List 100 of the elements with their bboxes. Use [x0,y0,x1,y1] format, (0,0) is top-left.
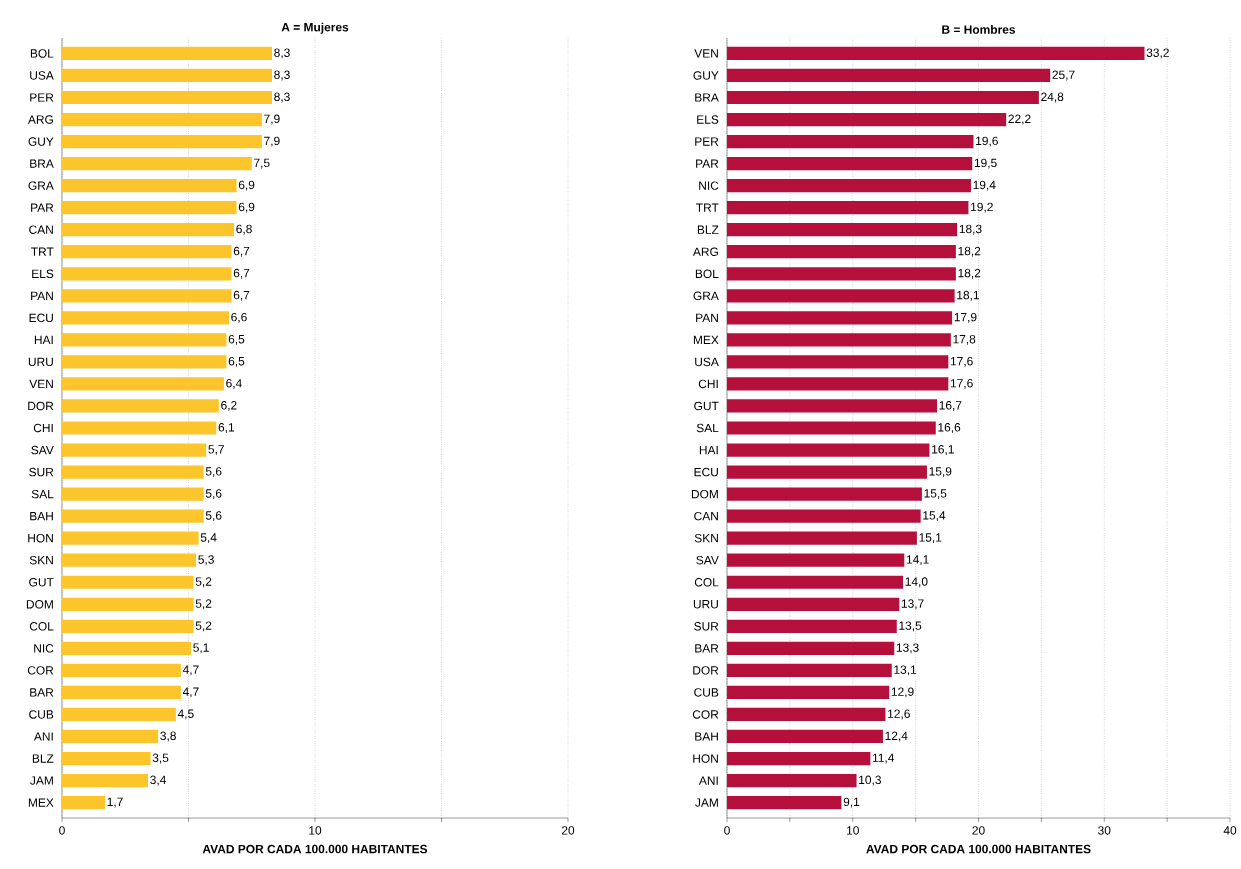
data-label: 6,2 [221,401,237,411]
y-tick-label: ANI [698,776,718,785]
y-tick-label: CUB [694,688,719,697]
data-label: 3,8 [160,731,176,742]
y-tick-label: URU [693,600,718,609]
y-tick-label: GUT [694,401,719,411]
bar [727,245,956,259]
x-axis-title: AVAD POR CADA 100.000 HABITANTES [866,844,1091,854]
data-label: 13,7 [901,599,924,610]
bar [62,553,197,567]
bar [62,46,272,61]
y-tick-label: PAN [31,291,53,300]
y-tick-label: SAL [696,423,719,433]
y-tick-label: ANI [33,732,53,741]
y-tick-label: GUY [693,71,719,80]
bar [727,311,953,325]
y-tick-label: GRA [693,291,719,301]
data-label: 6,7 [233,290,250,301]
data-label: 5,1 [193,643,209,654]
y-tick-label: URU [28,357,53,367]
bar [727,421,936,435]
data-label: 13,3 [896,643,919,654]
data-label: 5,7 [208,445,224,455]
bar [727,531,917,545]
bar [727,267,956,281]
data-label: 3,4 [150,775,166,786]
data-label: 5,4 [200,533,217,544]
bar [727,795,842,810]
data-label: 12,9 [891,687,914,698]
x-tick-label: 20 [561,826,575,835]
x-tick-label: 30 [1098,826,1111,835]
data-label: 6,7 [233,268,250,279]
data-label: 18,1 [957,290,979,301]
data-label: 18,2 [958,268,981,279]
x-tick-label: 0 [724,826,730,835]
data-label: 8,3 [274,92,290,103]
y-tick-label: DOM [26,600,53,609]
y-tick-label: ARG [27,115,53,124]
data-label: 13,5 [899,621,922,632]
data-label: 14,1 [906,555,929,566]
y-tick-label: ECU [29,313,53,323]
data-label: 14,0 [905,577,928,588]
bar [62,487,204,501]
data-label: 17,9 [954,312,977,323]
bar [62,134,262,149]
bar [62,223,235,237]
bar [62,773,149,788]
y-tick-label: DOM [691,489,718,499]
y-tick-label: BOL [695,269,719,278]
data-label: 12,6 [888,709,910,720]
data-label: 17,8 [953,334,976,345]
data-label: 22,2 [1008,114,1031,125]
y-tick-label: BRA [30,159,54,168]
bar [727,751,871,766]
data-label: 33,2 [1146,48,1169,59]
data-label: 4,5 [177,709,194,720]
y-tick-label: CHI [698,379,718,389]
data-label: 7,9 [264,114,280,125]
y-tick-label: TRT [696,203,719,212]
y-tick-label: VEN [29,379,53,389]
bar [727,641,895,655]
bar [62,641,192,655]
data-label: 6,5 [228,334,245,345]
data-label: 3,5 [152,753,169,764]
y-tick-label: PAR [696,159,719,168]
bar [62,531,199,545]
x-tick-label: 10 [309,826,322,835]
y-tick-label: BAH [30,512,53,521]
y-tick-label: CHI [33,423,53,433]
y-tick-label: CUB [29,710,54,719]
y-tick-label: JAM [695,798,718,807]
data-label: 6,4 [226,379,242,389]
data-label: 19,6 [976,136,998,147]
y-tick-label: COR [692,710,719,719]
y-tick-label: HON [693,754,718,763]
data-label: 12,4 [885,731,908,742]
bar [62,443,207,457]
bar [62,201,237,215]
data-label: 6,8 [236,224,252,235]
x-tick-label: 0 [59,826,65,835]
data-label: 25,7 [1052,70,1075,81]
bar [62,333,227,347]
y-tick-label: HON [28,533,53,543]
bar [727,509,921,523]
bar [727,355,949,369]
bar [727,465,927,479]
data-label: 5,2 [195,577,212,588]
y-tick-label: MEX [28,798,54,807]
bar [727,377,949,391]
bar [727,553,905,567]
data-label: 6,6 [231,312,247,323]
bar [62,597,194,611]
y-tick-label: VEN [694,49,718,58]
bar [62,156,252,171]
bar [62,68,272,83]
data-label: 18,3 [959,224,982,235]
data-label: 5,2 [195,621,212,632]
data-label: 8,3 [274,48,290,59]
y-tick-label: BAR [695,644,719,653]
data-label: 15,9 [929,467,952,478]
